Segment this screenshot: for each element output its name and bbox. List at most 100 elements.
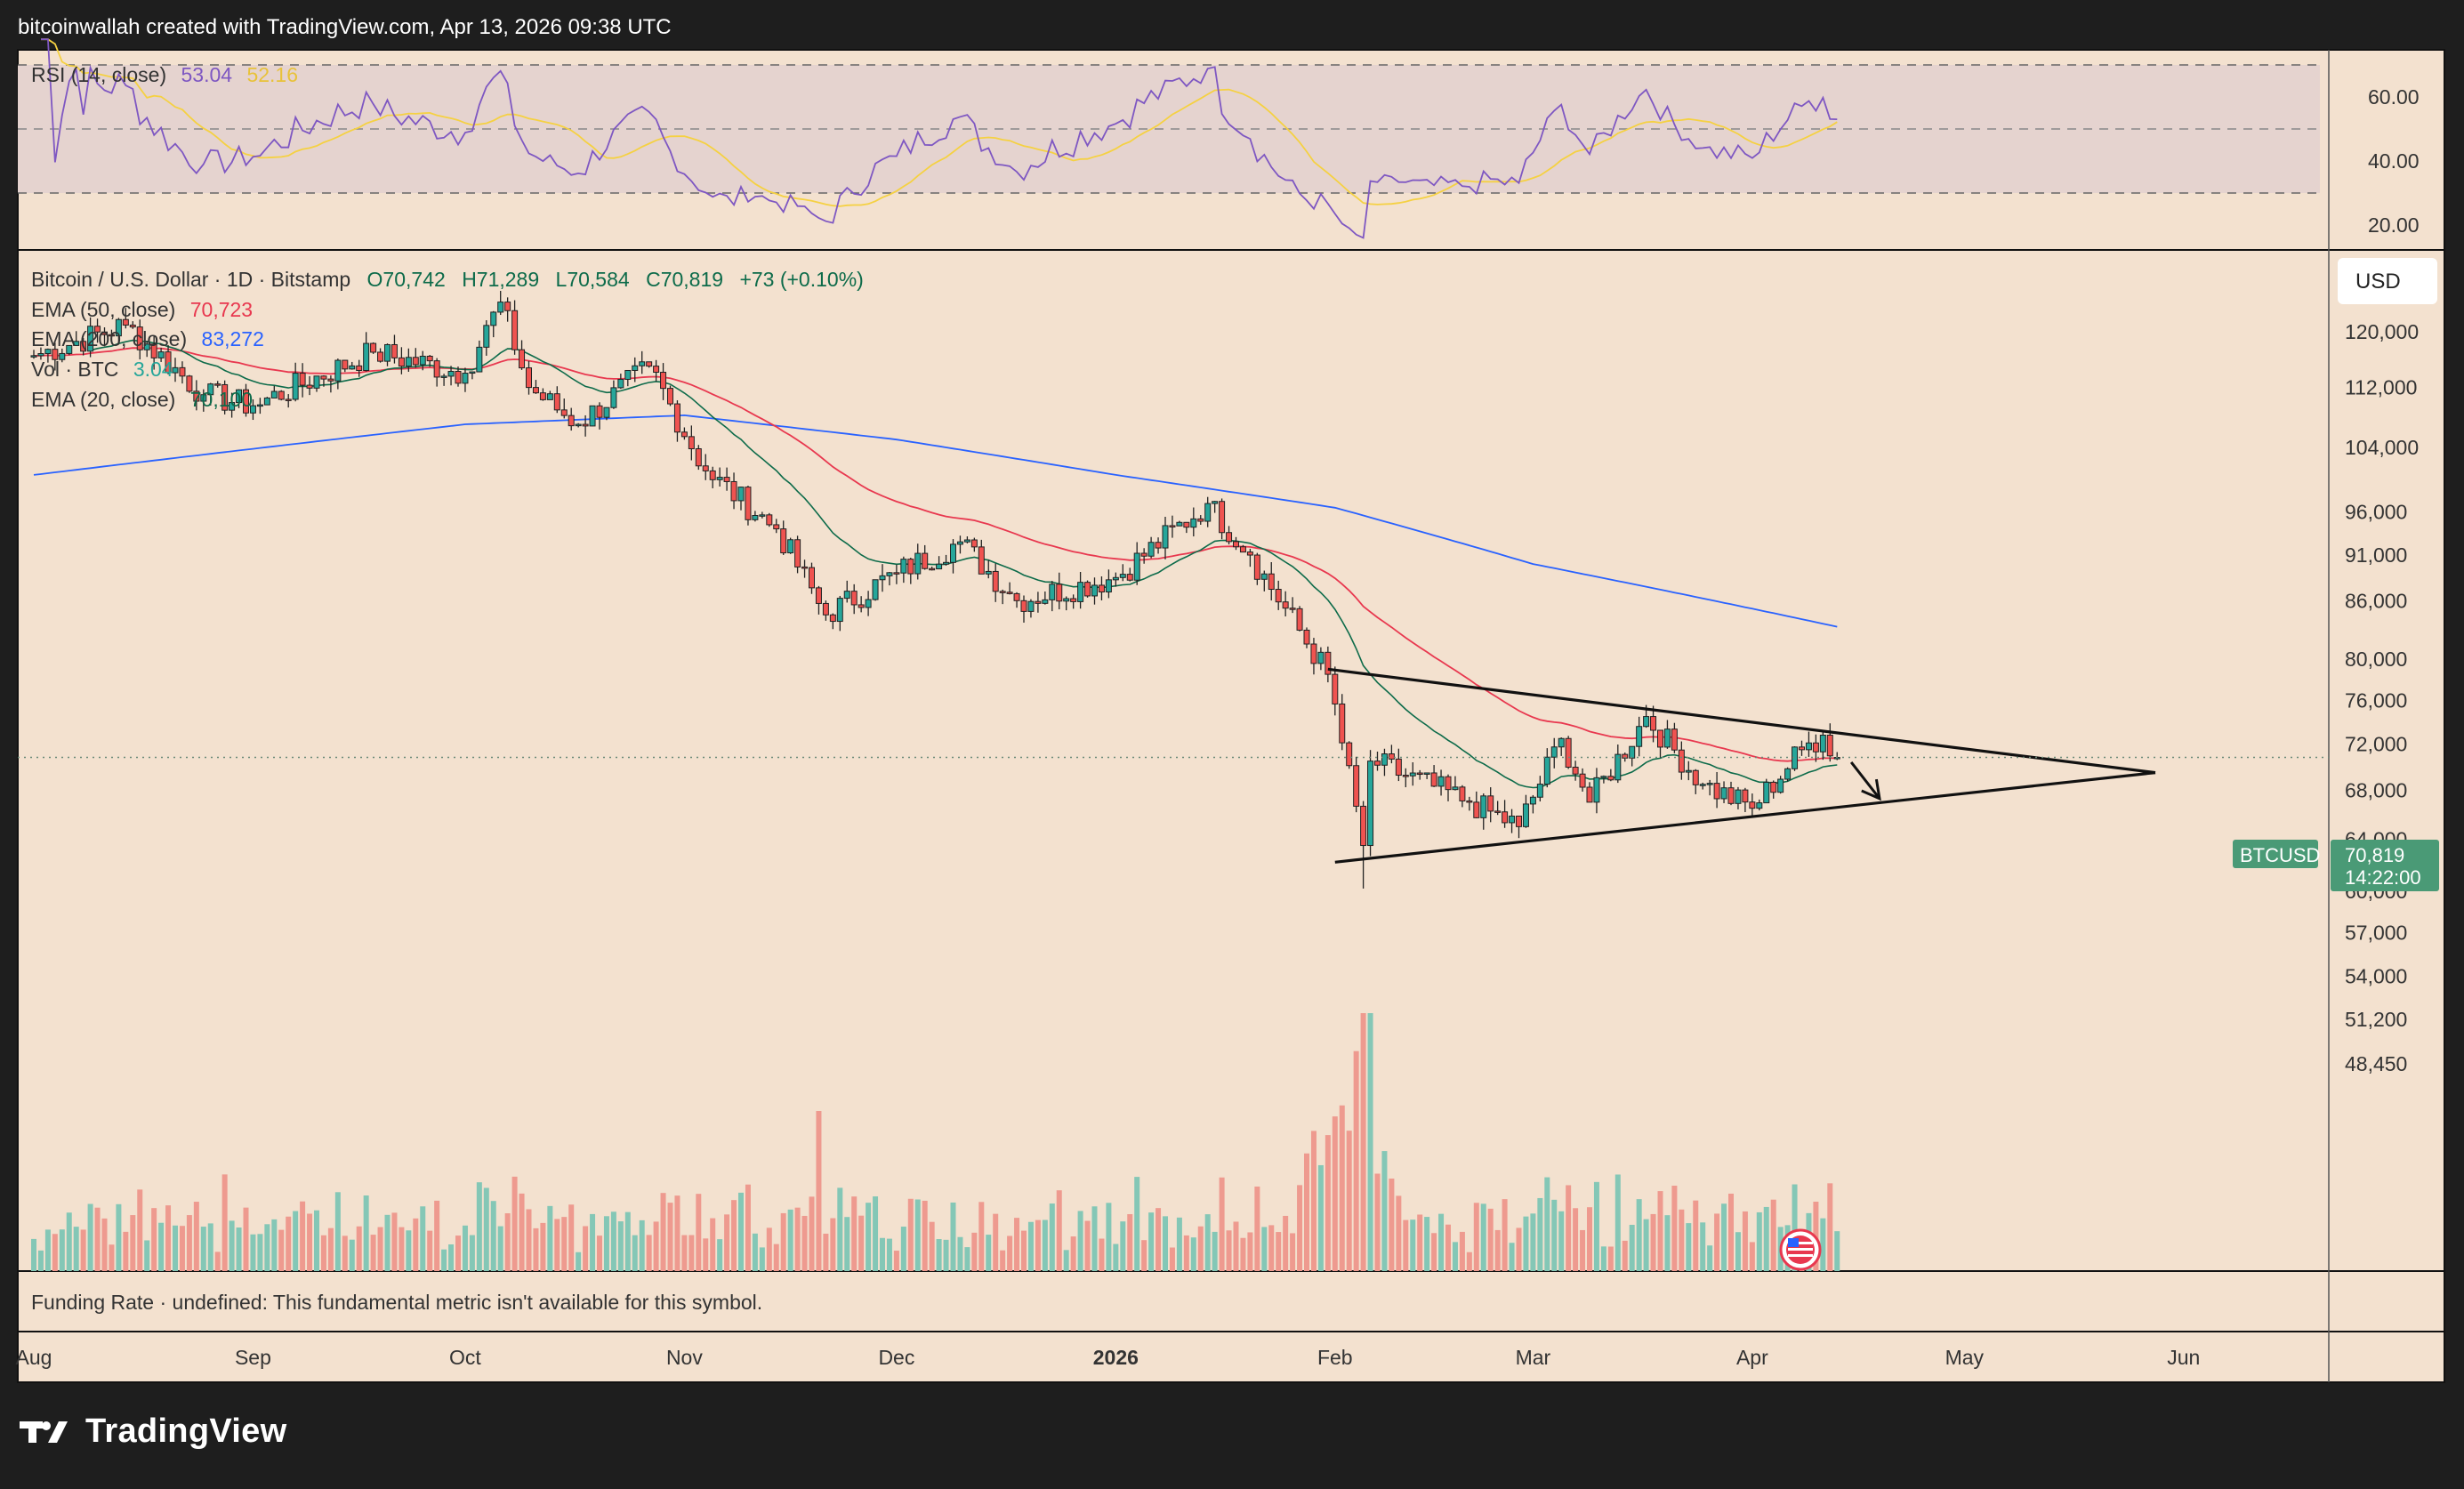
candle-body xyxy=(1395,758,1402,777)
candle-body xyxy=(560,409,568,416)
candle-body xyxy=(702,465,709,471)
time-axis-pane[interactable] xyxy=(17,1331,2445,1383)
volume-bar xyxy=(1431,1233,1437,1271)
candle-body xyxy=(476,346,483,373)
symbol-price-tag xyxy=(2233,840,2318,868)
triangle-pattern-drawing[interactable] xyxy=(1327,667,2156,864)
candle-body xyxy=(801,566,809,569)
volume-bar xyxy=(1197,1226,1204,1271)
volume-bar xyxy=(1707,1245,1713,1271)
candle-body xyxy=(1614,753,1622,781)
price-tick-label: 51,200 xyxy=(2345,1008,2407,1031)
candle-body xyxy=(108,334,115,337)
volume-bar xyxy=(688,1235,695,1271)
volume-bar xyxy=(504,1213,511,1271)
volume-bar xyxy=(576,1252,582,1271)
legend-volume[interactable]: Vol · BTC 3.04 xyxy=(31,358,173,381)
candle-body xyxy=(1713,783,1720,800)
volume-bar xyxy=(1169,1247,1175,1271)
candle-body xyxy=(1374,761,1381,766)
volume-bar xyxy=(597,1235,602,1271)
time-tick-label: Nov xyxy=(666,1346,703,1369)
candle-body xyxy=(1147,542,1155,557)
candle-body xyxy=(1084,582,1091,597)
volume-bar xyxy=(533,1227,539,1271)
volume-bar xyxy=(929,1221,935,1271)
volume-bar xyxy=(964,1247,970,1271)
volume-bar xyxy=(1317,1164,1324,1271)
volume-bar xyxy=(674,1195,680,1271)
rsi-legend[interactable]: RSI (14, close) 53.04 52.16 xyxy=(31,63,298,86)
time-axis[interactable]: Aug Sep Oct Nov Dec 2026 Feb Mar Apr May Jun xyxy=(16,1346,2201,1369)
candle-body xyxy=(1678,749,1685,773)
candle-body xyxy=(150,343,157,358)
candle-body xyxy=(603,406,610,418)
volume-bar xyxy=(561,1217,568,1271)
ema-20-line xyxy=(90,339,1838,789)
volume-bar xyxy=(1607,1246,1614,1271)
volume-bar xyxy=(1763,1206,1769,1271)
candle-body xyxy=(1013,592,1020,601)
volume-bar xyxy=(1600,1246,1606,1271)
candle-body xyxy=(511,310,519,350)
currency-button[interactable] xyxy=(2338,258,2437,304)
candle-body xyxy=(575,423,582,427)
volume-bar xyxy=(1084,1220,1091,1271)
volume-bars xyxy=(31,1013,1840,1271)
candle-body xyxy=(320,375,327,380)
candle-body xyxy=(716,477,723,480)
candle-body xyxy=(865,599,872,608)
price-tick-label: 48,450 xyxy=(2345,1052,2407,1075)
volume-bar xyxy=(1530,1213,1536,1271)
candle-body xyxy=(639,361,646,366)
volume-bar xyxy=(1268,1225,1275,1271)
volume-bar xyxy=(1332,1116,1338,1271)
candle-body xyxy=(539,392,546,400)
volume-bar xyxy=(363,1195,369,1271)
ema-50-line xyxy=(33,347,1838,762)
ohlc-high: H71,289 xyxy=(462,268,539,291)
legend-ema-50[interactable]: EMA (50, close) 70,723 xyxy=(31,298,253,321)
volume-bar xyxy=(950,1202,956,1271)
volume-bar xyxy=(617,1221,624,1271)
price-pane[interactable] xyxy=(17,249,2445,1272)
candle-body xyxy=(1600,776,1607,778)
price-tick-label: 104,000 xyxy=(2345,436,2419,459)
candle-body xyxy=(1437,776,1445,787)
candle-body xyxy=(843,591,850,600)
candle-body xyxy=(221,383,229,411)
candle-body xyxy=(737,487,745,502)
candle-body xyxy=(1360,805,1367,847)
price-axis[interactable]: 120,000 112,000 104,000 96,000 91,000 86,000 8… xyxy=(2345,320,2419,1075)
candle-body xyxy=(1063,598,1070,602)
us-flag-event-icon[interactable] xyxy=(1779,1228,1822,1271)
candle-body xyxy=(1253,554,1260,580)
candle-body xyxy=(886,572,893,576)
volume-bar xyxy=(1163,1216,1168,1271)
volume-bar xyxy=(1297,1185,1303,1271)
candle-body xyxy=(1056,584,1063,602)
tradingview-logo[interactable]: TradingView xyxy=(18,1413,286,1451)
candle-body xyxy=(1239,546,1246,553)
candle-body xyxy=(1706,783,1713,785)
candle-body xyxy=(1176,521,1183,527)
candle-body xyxy=(236,389,243,404)
volume-bar xyxy=(1728,1193,1734,1271)
candle-body xyxy=(419,355,426,366)
candle-body xyxy=(950,543,956,563)
volume-bar xyxy=(1141,1240,1147,1271)
volume-bar xyxy=(1417,1214,1423,1271)
legend-ema-200[interactable]: EMA (200, close) 83,272 xyxy=(31,327,264,350)
legend-ema-20[interactable]: EMA (20, close) 70,100 xyxy=(31,388,253,411)
volume-bar xyxy=(1374,1173,1381,1271)
volume-bar xyxy=(1473,1203,1479,1271)
volume-bar xyxy=(264,1224,270,1271)
currency-label[interactable]: USD xyxy=(2355,270,2401,294)
candle-body xyxy=(1480,795,1487,818)
volume-bar xyxy=(1459,1231,1465,1271)
bar-countdown: 14:22:00 xyxy=(2345,866,2421,889)
volume-bar xyxy=(193,1202,199,1271)
volume-bar xyxy=(497,1226,503,1271)
volume-bar xyxy=(978,1202,985,1271)
